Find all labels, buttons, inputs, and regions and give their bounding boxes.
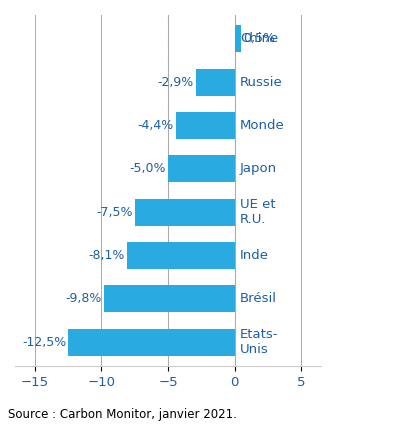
Text: -2,9%: -2,9% bbox=[158, 76, 194, 89]
Text: Russie: Russie bbox=[240, 76, 283, 89]
Bar bbox=[234, 26, 241, 52]
Text: Etats-
Unis: Etats- Unis bbox=[240, 328, 278, 356]
Text: -4,4%: -4,4% bbox=[138, 119, 174, 132]
Text: -7,5%: -7,5% bbox=[96, 206, 133, 219]
Bar bbox=[135, 199, 234, 226]
Text: Inde: Inde bbox=[240, 249, 269, 262]
Text: Source : Carbon Monitor, janvier 2021.: Source : Carbon Monitor, janvier 2021. bbox=[8, 408, 237, 421]
Text: Monde: Monde bbox=[240, 119, 285, 132]
Bar bbox=[168, 156, 234, 182]
Text: Japon: Japon bbox=[240, 162, 277, 176]
Bar bbox=[176, 112, 234, 139]
Text: -8,1%: -8,1% bbox=[88, 249, 125, 262]
Text: -5,0%: -5,0% bbox=[129, 162, 166, 176]
Text: 0,5%: 0,5% bbox=[243, 32, 275, 45]
Text: -9,8%: -9,8% bbox=[66, 292, 102, 305]
Bar bbox=[68, 329, 234, 356]
Text: -12,5%: -12,5% bbox=[22, 336, 66, 348]
Bar bbox=[196, 69, 234, 96]
Bar bbox=[104, 286, 234, 312]
Text: UE et
R.U.: UE et R.U. bbox=[240, 198, 276, 226]
Text: Chine: Chine bbox=[240, 32, 278, 45]
Bar bbox=[127, 242, 234, 269]
Text: Brésil: Brésil bbox=[240, 292, 277, 305]
